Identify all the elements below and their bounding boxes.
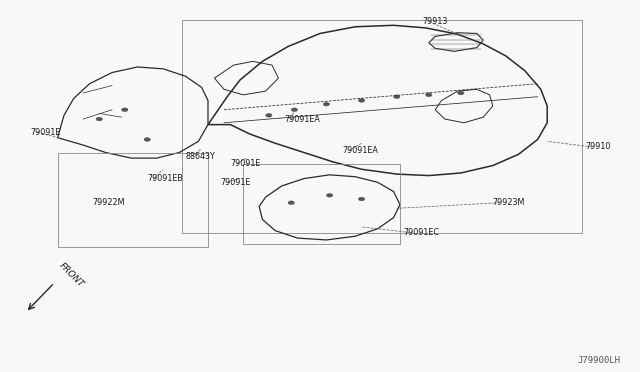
Bar — [182, 20, 582, 232]
Circle shape — [266, 113, 272, 117]
Text: 79091E: 79091E — [221, 178, 251, 187]
Text: 79922M: 79922M — [93, 198, 125, 207]
Text: 79910: 79910 — [586, 142, 611, 151]
Bar — [243, 164, 400, 244]
Text: FRONT: FRONT — [58, 261, 86, 289]
Bar — [58, 153, 208, 247]
Text: 79091EC: 79091EC — [403, 228, 439, 237]
Text: 79923M: 79923M — [493, 198, 525, 207]
Text: 79091E: 79091E — [230, 159, 260, 168]
Text: 88643Y: 88643Y — [186, 152, 215, 161]
Circle shape — [291, 108, 298, 112]
Circle shape — [458, 91, 464, 95]
Circle shape — [426, 93, 432, 97]
Circle shape — [358, 197, 365, 201]
Text: 79091E: 79091E — [31, 128, 61, 137]
Circle shape — [394, 95, 400, 99]
Circle shape — [288, 201, 294, 205]
Circle shape — [326, 193, 333, 197]
Text: 79091EB: 79091EB — [147, 174, 183, 183]
Text: 79913: 79913 — [422, 17, 448, 26]
Text: 79091EA: 79091EA — [285, 115, 321, 124]
Circle shape — [144, 138, 150, 141]
Text: 79091EA: 79091EA — [342, 146, 378, 155]
Circle shape — [358, 99, 365, 102]
Circle shape — [122, 108, 128, 112]
Circle shape — [323, 102, 330, 106]
Circle shape — [96, 117, 102, 121]
Text: J79900LH: J79900LH — [578, 356, 621, 365]
